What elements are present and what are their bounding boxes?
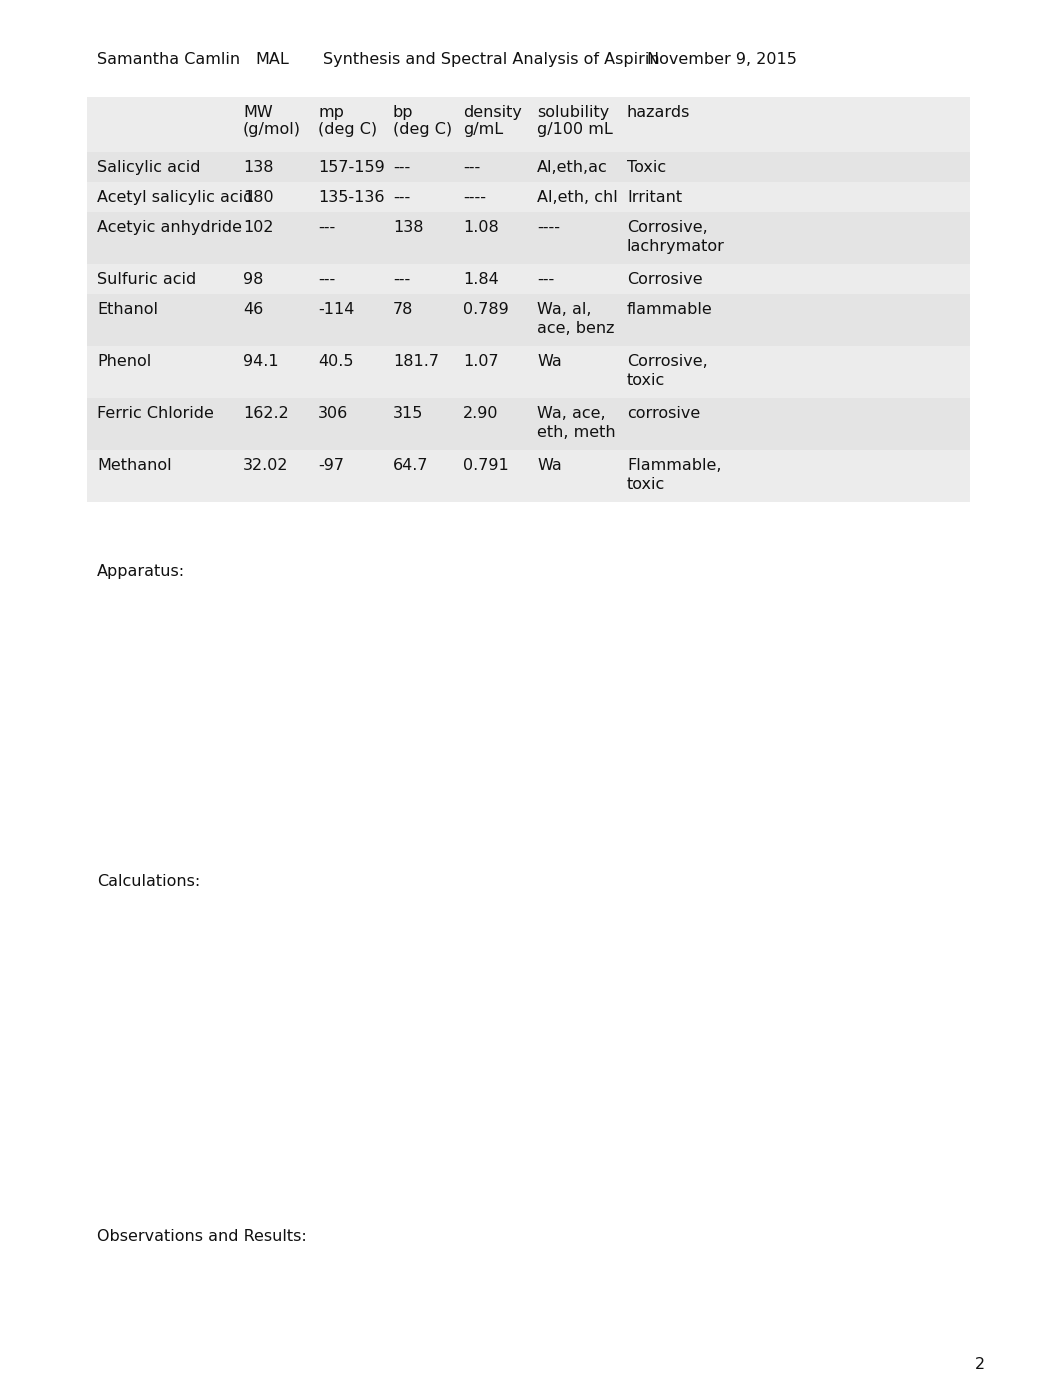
Bar xyxy=(87,96,970,503)
Text: Ethanol: Ethanol xyxy=(97,302,158,317)
Text: 157-159: 157-159 xyxy=(318,160,384,175)
Text: Wa: Wa xyxy=(537,459,562,474)
Text: Acetyl salicylic acid: Acetyl salicylic acid xyxy=(97,190,254,205)
Text: 162.2: 162.2 xyxy=(243,406,289,421)
Text: solubility: solubility xyxy=(537,105,610,120)
Text: 306: 306 xyxy=(318,406,348,421)
Bar xyxy=(87,264,970,295)
Bar xyxy=(87,398,970,450)
Bar xyxy=(87,295,970,346)
Text: 2.90: 2.90 xyxy=(463,406,498,421)
Text: Synthesis and Spectral Analysis of Aspirin: Synthesis and Spectral Analysis of Aspir… xyxy=(323,52,660,67)
Text: 94.1: 94.1 xyxy=(243,354,278,369)
Text: ---: --- xyxy=(537,273,554,286)
Text: ---: --- xyxy=(318,273,336,286)
Text: bp: bp xyxy=(393,105,413,120)
Text: 135-136: 135-136 xyxy=(318,190,384,205)
Text: 98: 98 xyxy=(243,273,263,286)
Text: density: density xyxy=(463,105,521,120)
Text: Wa, ace,
eth, meth: Wa, ace, eth, meth xyxy=(537,406,616,441)
Text: Al,eth,ac: Al,eth,ac xyxy=(537,160,607,175)
Text: 46: 46 xyxy=(243,302,263,317)
Text: g/mL: g/mL xyxy=(463,123,503,136)
Text: 78: 78 xyxy=(393,302,413,317)
Text: 315: 315 xyxy=(393,406,424,421)
Text: 1.08: 1.08 xyxy=(463,220,499,235)
Text: hazards: hazards xyxy=(627,105,690,120)
Text: 1.07: 1.07 xyxy=(463,354,499,369)
Text: ---: --- xyxy=(463,160,480,175)
Bar xyxy=(87,450,970,503)
Bar xyxy=(87,212,970,264)
Text: 138: 138 xyxy=(393,220,424,235)
Text: Flammable,
toxic: Flammable, toxic xyxy=(627,459,721,492)
Text: Phenol: Phenol xyxy=(97,354,151,369)
Text: MAL: MAL xyxy=(255,52,289,67)
Text: 2: 2 xyxy=(975,1356,986,1371)
Text: 0.789: 0.789 xyxy=(463,302,509,317)
Text: ---: --- xyxy=(318,220,336,235)
Text: (g/mol): (g/mol) xyxy=(243,123,301,136)
Bar xyxy=(87,96,970,151)
Text: Wa, al,
ace, benz: Wa, al, ace, benz xyxy=(537,302,615,336)
Bar xyxy=(87,346,970,398)
Text: Samantha Camlin: Samantha Camlin xyxy=(97,52,240,67)
Text: Toxic: Toxic xyxy=(627,160,666,175)
Text: Ferric Chloride: Ferric Chloride xyxy=(97,406,213,421)
Text: 181.7: 181.7 xyxy=(393,354,439,369)
Text: -114: -114 xyxy=(318,302,355,317)
Text: Al,eth, chl: Al,eth, chl xyxy=(537,190,618,205)
Text: ---: --- xyxy=(393,273,410,286)
Text: Irritant: Irritant xyxy=(627,190,682,205)
Bar xyxy=(87,151,970,182)
Text: Salicylic acid: Salicylic acid xyxy=(97,160,201,175)
Text: ---: --- xyxy=(393,160,410,175)
Text: Apparatus:: Apparatus: xyxy=(97,565,185,578)
Text: MW: MW xyxy=(243,105,273,120)
Text: 64.7: 64.7 xyxy=(393,459,428,474)
Text: Methanol: Methanol xyxy=(97,459,172,474)
Text: November 9, 2015: November 9, 2015 xyxy=(647,52,796,67)
Text: 138: 138 xyxy=(243,160,274,175)
Text: Corrosive,
toxic: Corrosive, toxic xyxy=(627,354,707,388)
Text: Acetyic anhydride: Acetyic anhydride xyxy=(97,220,242,235)
Text: Wa: Wa xyxy=(537,354,562,369)
Text: 102: 102 xyxy=(243,220,274,235)
Text: (deg C): (deg C) xyxy=(318,123,377,136)
Text: flammable: flammable xyxy=(627,302,713,317)
Text: ----: ---- xyxy=(463,190,486,205)
Text: Corrosive: Corrosive xyxy=(627,273,703,286)
Text: 1.84: 1.84 xyxy=(463,273,499,286)
Text: 40.5: 40.5 xyxy=(318,354,354,369)
Text: mp: mp xyxy=(318,105,344,120)
Text: 32.02: 32.02 xyxy=(243,459,289,474)
Text: Corrosive,
lachrymator: Corrosive, lachrymator xyxy=(627,220,725,255)
Text: ----: ---- xyxy=(537,220,560,235)
Text: corrosive: corrosive xyxy=(627,406,700,421)
Text: ---: --- xyxy=(393,190,410,205)
Text: g/100 mL: g/100 mL xyxy=(537,123,613,136)
Text: Observations and Results:: Observations and Results: xyxy=(97,1230,307,1243)
Text: -97: -97 xyxy=(318,459,344,474)
Text: 180: 180 xyxy=(243,190,274,205)
Bar xyxy=(87,182,970,212)
Text: Calculations:: Calculations: xyxy=(97,874,201,890)
Text: (deg C): (deg C) xyxy=(393,123,452,136)
Text: 0.791: 0.791 xyxy=(463,459,509,474)
Text: Sulfuric acid: Sulfuric acid xyxy=(97,273,196,286)
